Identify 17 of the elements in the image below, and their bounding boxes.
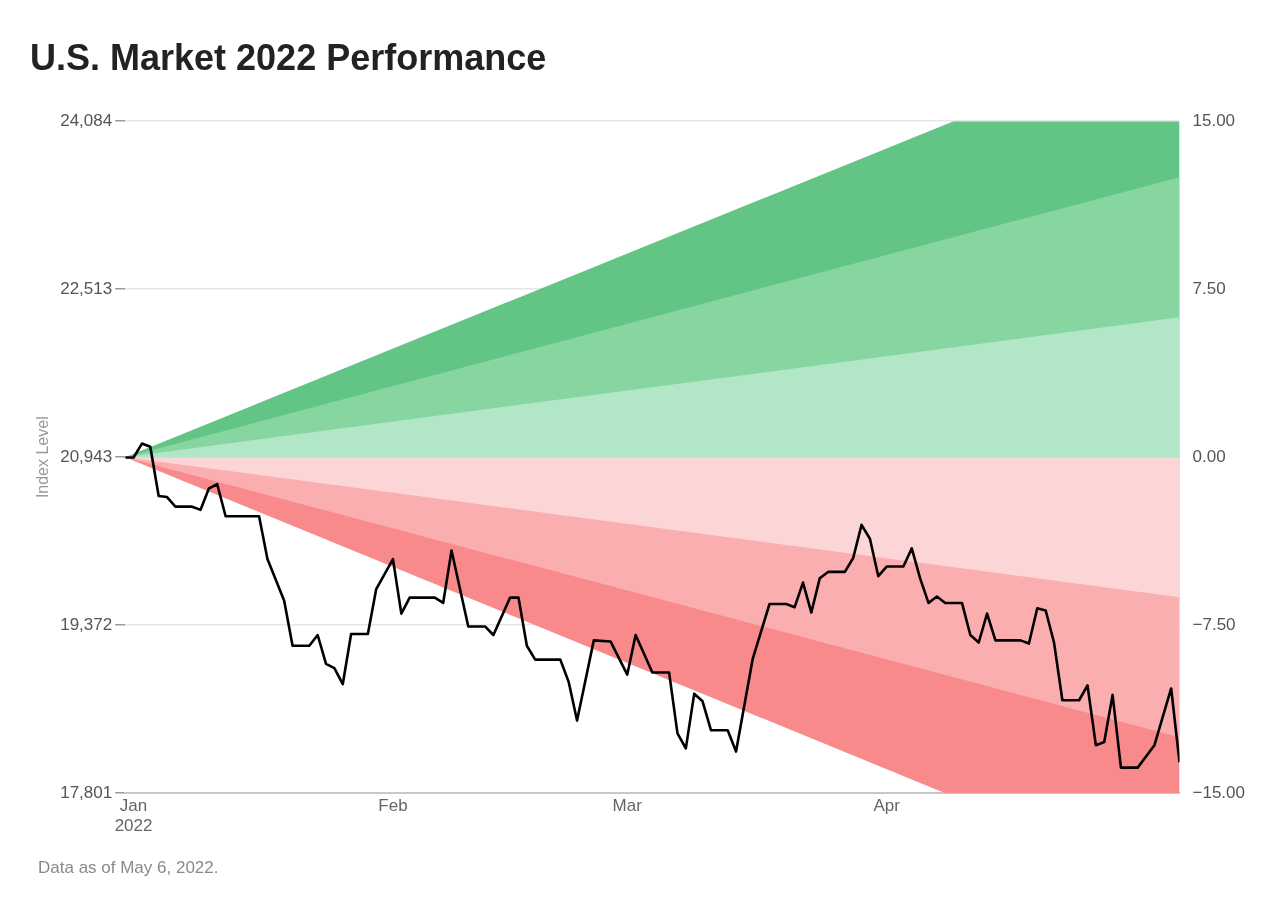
y-tick-label: 22,513 (60, 278, 113, 298)
x-tick-label: Apr (873, 796, 901, 816)
y2-tick-label: −15.00 (1192, 782, 1246, 802)
y-tick-label: 17,801 (60, 782, 113, 802)
y2-tick-label: 15.00 (1192, 110, 1236, 130)
chart-title: U.S. Market 2022 Performance (30, 36, 547, 78)
x-tick-label: Jan 2022 (114, 796, 153, 836)
y-axis-title: Index Level (34, 416, 52, 499)
y-tick-label: 19,372 (60, 614, 113, 634)
x-tick-label: Mar (612, 796, 643, 816)
text: Data as of May 6, 2022. (38, 858, 219, 878)
y2-tick-label: −7.50 (1192, 614, 1236, 634)
y-tick-label: 24,084 (60, 110, 113, 130)
y-tick-label: 20,943 (60, 446, 113, 466)
x-tick-label: Feb (378, 796, 408, 816)
y2-tick-label: 0.00 (1192, 446, 1226, 466)
y2-tick-label: 7.50 (1192, 278, 1226, 298)
